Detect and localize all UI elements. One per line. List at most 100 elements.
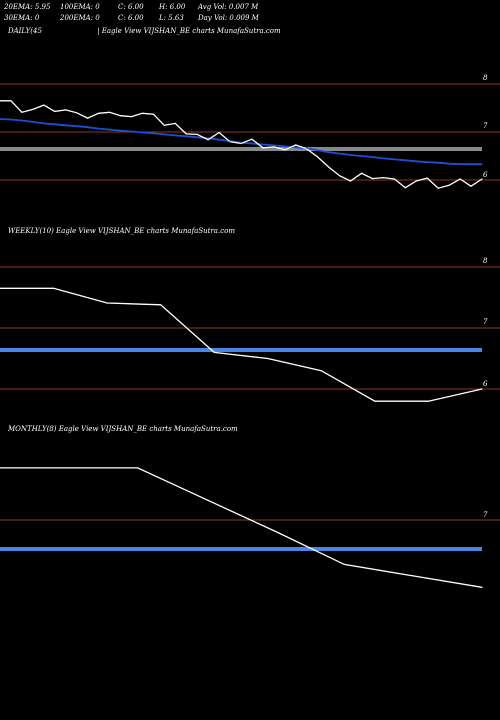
daily-series-0-point-9 [98,112,100,114]
monthly-tick-7: 7 [483,511,488,519]
daily-series-0-point-7 [76,112,78,114]
daily-series-1-point-20 [218,139,220,141]
stat-20ema: 20EMA: 5.95 [4,3,51,11]
daily-series-0-point-31 [339,175,341,177]
weekly-tick-6: 6 [483,380,488,388]
daily-series-0-point-3 [32,108,34,110]
daily-series-1-point-5 [54,123,56,125]
daily-panel-title: DAILY(45 | Eagle View VIJSHAN_BE charts … [8,27,284,35]
daily-series-1-point-22 [240,142,242,144]
stat-low: L: 5.63 [159,14,184,22]
daily-series-0-point-10 [108,111,111,113]
daily-series-0-point-1 [10,100,12,102]
daily-series-1-point-40 [437,162,439,164]
daily-series-0-point-39 [426,177,428,179]
daily-series-1-point-18 [196,136,198,138]
daily-series-1-point-41 [448,163,450,165]
weekly-panel-title: WEEKLY(10) Eagle View VIJSHAN_BE charts … [8,227,238,235]
monthly-series-0-point-0 [0,467,1,469]
daily-tick-7: 7 [483,122,488,130]
daily-ema-line [0,118,482,166]
daily-label: DAILY(45 [8,27,42,35]
header-stats: 20EMA: 5.95 100EMA: 0 C: 6.00 H: 6.00 Av… [0,0,500,40]
stat-close: C: 6.00 [118,3,144,11]
weekly-series-0-point-3 [160,304,162,306]
daily-series-0-point-4 [43,104,45,106]
daily-series-1-point-17 [185,135,187,137]
daily-series-0-point-44 [481,178,483,180]
daily-series-1-point-44 [481,163,483,165]
daily-series-0-point-34 [371,178,374,180]
daily-series-0-point-24 [262,147,264,149]
weekly-series-0-point-5 [267,357,269,360]
monthly-chart: 7 [0,467,500,588]
daily-series-0-point-35 [382,177,384,179]
stat-close-2: C: 6.00 [118,14,144,22]
daily-grey-band [0,147,482,151]
daily-series-0-point-13 [141,112,143,114]
daily-series-1-point-31 [339,153,341,155]
daily-series-0-point-14 [152,113,154,115]
daily-series-0-point-6 [65,109,67,111]
daily-series-1-point-2 [21,119,23,122]
daily-subtitle: | Eagle View VIJSHAN_BE charts MunafaSut… [97,27,281,35]
monthly-series-0-point-5 [343,563,345,565]
daily-series-1-point-39 [426,161,428,163]
daily-series-1-point-34 [371,156,374,158]
weekly-series-0-point-0 [0,287,1,289]
weekly-series-0-point-1 [53,287,55,289]
monthly-series-0-point-1 [68,467,70,469]
daily-series-1-point-7 [76,125,78,127]
monthly-series-0-point-2 [137,467,139,469]
daily-series-0-point-5 [54,110,56,112]
daily-series-1-point-9 [98,128,100,130]
daily-series-0-point-41 [448,184,450,186]
daily-series-0-point-30 [328,166,330,168]
daily-series-0-point-27 [295,144,297,146]
weekly-series-0-point-9 [481,388,483,390]
daily-series-1-point-3 [32,121,34,123]
monthly-series-0-point-3 [206,499,208,501]
daily-series-0-point-22 [240,142,242,145]
daily-series-1-point-37 [404,159,406,161]
monthly-series-0-point-6 [412,575,414,577]
daily-series-0-point-43 [470,185,472,187]
daily-series-1-point-0 [0,118,1,120]
daily-series-1-point-4 [43,122,45,124]
stat-30ema: 30EMA: 0 [4,14,40,22]
daily-series-0-point-32 [349,180,352,182]
daily-series-0-point-36 [393,178,395,180]
daily-series-1-point-33 [360,155,363,157]
weekly-series-0-point-4 [213,351,215,353]
daily-series-1-point-24 [262,143,264,146]
daily-series-0-point-19 [207,139,209,141]
stat-day-vol: Day Vol: 0.009 M [198,14,259,22]
daily-series-1-point-36 [393,158,395,160]
daily-series-1-point-32 [349,154,352,156]
daily-series-0-point-12 [130,116,133,118]
stat-200ema: 200EMA: 0 [60,14,100,22]
daily-series-0-point-26 [284,149,286,151]
monthly-support-band [0,547,482,551]
daily-series-1-point-19 [207,137,209,139]
daily-series-0-point-42 [459,178,461,180]
daily-series-1-point-23 [251,142,253,145]
daily-tick-8: 8 [483,74,488,82]
monthly-price-line [0,467,483,588]
daily-series-0-point-18 [196,133,198,135]
daily-price-line [0,100,483,189]
monthly-label: MONTHLY(8) Eagle View VIJSHAN_BE charts … [8,425,238,433]
daily-series-1-point-26 [284,145,286,147]
weekly-tick-8: 8 [483,257,488,265]
weekly-chart: 8 7 6 [0,257,500,402]
daily-series-1-point-30 [328,151,330,153]
daily-series-0-point-16 [174,122,176,124]
daily-series-1-point-42 [459,163,461,165]
daily-series-1-point-35 [382,157,384,159]
daily-series-1-point-43 [470,163,472,165]
stat-100ema: 100EMA: 0 [60,3,100,11]
daily-series-1-point-28 [306,147,308,149]
daily-series-0-point-29 [317,156,319,158]
daily-series-1-point-14 [152,132,154,134]
daily-series-1-point-27 [295,146,297,148]
